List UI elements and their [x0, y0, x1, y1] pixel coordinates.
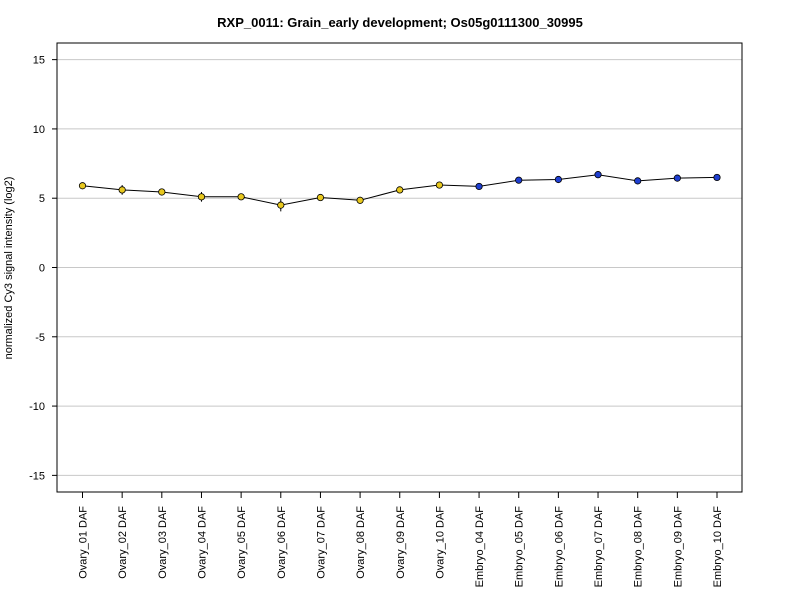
axes: -15 -10 -5 0 5 10 15: [29, 55, 718, 498]
data-point: [673, 174, 681, 182]
data-point: [197, 193, 206, 201]
data-point: [118, 186, 126, 194]
x-tick-label: Ovary_01 DAF: [78, 506, 90, 579]
data-point: [554, 175, 562, 184]
x-tick-label: Embryo_08 DAF: [633, 506, 645, 588]
x-tick-label: Embryo_06 DAF: [553, 506, 565, 588]
data-point: [78, 182, 87, 190]
x-tick-label: Embryo_05 DAF: [514, 506, 526, 588]
y-axis-label: normalized Cy3 signal intensity (log2): [3, 177, 15, 360]
chart-title: RXP_0011: Grain_early development; Os05g…: [217, 15, 583, 30]
data-point: [396, 186, 404, 194]
data-point: [435, 181, 444, 189]
x-tick-label: Ovary_04 DAF: [196, 506, 208, 579]
x-tick-label: Ovary_02 DAF: [117, 506, 129, 579]
x-tick-label: Embryo_07 DAF: [593, 506, 605, 588]
y-tick-label: -5: [35, 332, 45, 344]
x-tick-label: Ovary_05 DAF: [236, 506, 248, 579]
y-tick-label: 10: [33, 124, 45, 136]
plot-frame: [56, 42, 743, 493]
data-point: [594, 171, 602, 179]
y-tick-label: -15: [29, 470, 45, 482]
x-tick-label: Ovary_09 DAF: [395, 506, 407, 579]
data-point: [277, 201, 285, 209]
data-point: [356, 196, 364, 204]
data-point: [515, 176, 523, 184]
data-point: [237, 193, 245, 201]
data-point: [158, 188, 166, 196]
x-tick-label: Ovary_06 DAF: [276, 506, 288, 579]
x-tick-label: Embryo_04 DAF: [474, 506, 486, 588]
y-tick-label: 0: [39, 263, 45, 275]
data-point: [475, 182, 483, 191]
data-series: [78, 171, 721, 212]
x-tick-label: Ovary_03 DAF: [157, 506, 169, 579]
y-tick-label: -10: [29, 401, 45, 413]
x-tick-label: Ovary_07 DAF: [315, 506, 327, 579]
gridlines: [57, 59, 742, 476]
y-tick-label: 5: [39, 193, 45, 205]
x-tick-label: Ovary_08 DAF: [355, 506, 367, 579]
x-tick-label: Embryo_10 DAF: [712, 506, 724, 588]
y-tick-label: 15: [33, 55, 45, 67]
category-labels: Ovary_01 DAF Ovary_02 DAF Ovary_03 DAF Ovar…: [78, 506, 725, 588]
data-point: [634, 177, 642, 185]
x-tick-label: Embryo_09 DAF: [672, 506, 684, 588]
data-point: [713, 173, 721, 182]
x-tick-label: Ovary_10 DAF: [434, 506, 446, 579]
data-point: [316, 193, 325, 202]
